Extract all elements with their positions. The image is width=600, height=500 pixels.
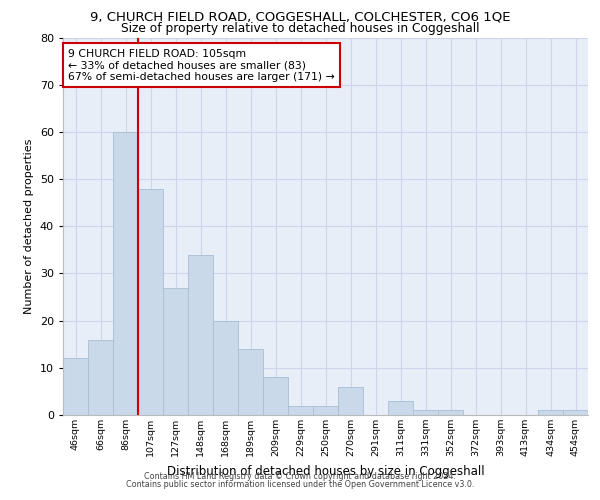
Text: Size of property relative to detached houses in Coggeshall: Size of property relative to detached ho… [121, 22, 479, 35]
Bar [88, 340, 113, 415]
Bar [113, 132, 138, 415]
Y-axis label: Number of detached properties: Number of detached properties [24, 138, 34, 314]
Bar [213, 320, 238, 415]
Text: Contains public sector information licensed under the Open Government Licence v3: Contains public sector information licen… [126, 480, 474, 489]
Text: 9 CHURCH FIELD ROAD: 105sqm
← 33% of detached houses are smaller (83)
67% of sem: 9 CHURCH FIELD ROAD: 105sqm ← 33% of det… [68, 49, 335, 82]
Bar [138, 188, 163, 415]
Bar [538, 410, 563, 415]
Text: 9, CHURCH FIELD ROAD, COGGESHALL, COLCHESTER, CO6 1QE: 9, CHURCH FIELD ROAD, COGGESHALL, COLCHE… [90, 10, 510, 23]
X-axis label: Distribution of detached houses by size in Coggeshall: Distribution of detached houses by size … [167, 464, 484, 477]
Bar [238, 349, 263, 415]
Bar [388, 401, 413, 415]
Bar [338, 386, 363, 415]
Bar [438, 410, 463, 415]
Bar [163, 288, 188, 415]
Bar [263, 377, 288, 415]
Text: Contains HM Land Registry data © Crown copyright and database right 2024.: Contains HM Land Registry data © Crown c… [144, 472, 456, 481]
Bar [563, 410, 588, 415]
Bar [63, 358, 88, 415]
Bar [288, 406, 313, 415]
Bar [413, 410, 438, 415]
Bar [313, 406, 338, 415]
Bar [188, 254, 213, 415]
